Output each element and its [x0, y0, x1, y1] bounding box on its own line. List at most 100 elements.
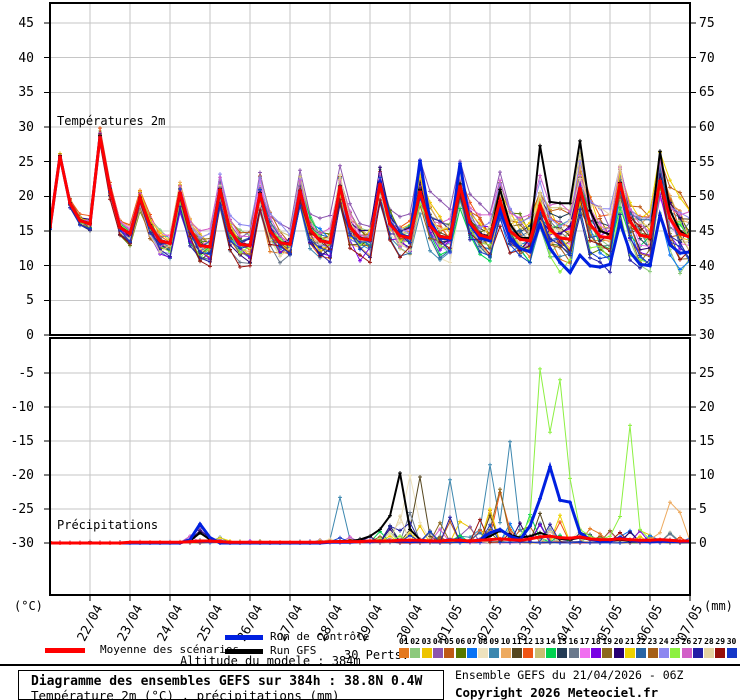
- pert-04-swatch: [432, 648, 443, 658]
- temp-left-tick-label: 25: [18, 154, 34, 170]
- pert-07-swatch: [466, 648, 477, 658]
- pert-04-number: 04: [432, 637, 443, 646]
- pert-23-number: 23: [647, 637, 658, 646]
- pert-21-swatch: [625, 648, 635, 658]
- pert-15-number: 15: [557, 637, 567, 646]
- mean-legend-label: Moyenne des scénarios: [100, 643, 240, 656]
- temp-left-tick-label: 15: [18, 224, 34, 239]
- mean-temp-line-markers: [50, 134, 690, 249]
- pert-29-swatch: [715, 648, 726, 658]
- pert-16-swatch: [568, 648, 579, 658]
- pert-21-number: 21: [625, 637, 635, 646]
- left-axis-unit-label: (°C): [14, 599, 43, 613]
- pert-12-number: 12: [523, 637, 533, 646]
- temp-right-tick-label: 75: [699, 16, 715, 31]
- pert-23-swatch: [647, 648, 658, 658]
- footer-divider: [0, 664, 740, 666]
- pert-25-swatch: [670, 648, 681, 658]
- precip-left-tick-label: -30: [10, 536, 34, 551]
- pert-17-swatch: [579, 648, 590, 658]
- pert-17-number: 17: [579, 637, 590, 646]
- precip-left-tick-label: -20: [10, 468, 34, 483]
- precip-left-tick-label: -15: [10, 434, 34, 449]
- pert-06-number: 06: [455, 637, 466, 646]
- precip-right-tick-label: 15: [699, 434, 715, 449]
- diagram-title: Diagramme des ensembles GEFS sur 384h : …: [31, 674, 423, 689]
- temp-left-tick-label: 45: [18, 16, 34, 31]
- precip-right-tick-label: 10: [699, 468, 715, 483]
- diagram-subtitle: Température 2m (°C) , précipitations (mm…: [31, 688, 340, 700]
- control-swatch: [225, 635, 263, 640]
- precipitation-panel-label: Précipitations: [57, 518, 159, 532]
- pert-30-number: 30: [726, 637, 737, 646]
- right-axis-unit-label: (mm): [704, 599, 733, 613]
- pert-22-number: 22: [636, 637, 646, 646]
- pert-03-swatch: [421, 648, 432, 658]
- pert-15-swatch: [557, 648, 568, 658]
- pert-16-number: 16: [568, 637, 579, 646]
- control-legend-label: Run de contrôle: [270, 630, 370, 643]
- pert-26-number: 26: [681, 637, 692, 646]
- pert-28-swatch: [704, 648, 715, 658]
- temp-left-tick-label: 0: [26, 328, 34, 343]
- precip-right-tick-label: 25: [699, 366, 715, 381]
- temp-right-tick-label: 60: [699, 120, 715, 135]
- precip-right-tick-label: 20: [699, 400, 715, 415]
- copyright: Copyright 2026 Meteociel.fr: [455, 685, 659, 700]
- pert-18-number: 18: [591, 637, 601, 646]
- pert-09-number: 09: [489, 637, 500, 646]
- pert-01-number: 01: [399, 637, 409, 646]
- temp-right-tick-label: 45: [699, 224, 715, 239]
- temp-right-tick-label: 50: [699, 189, 715, 205]
- pert-01-swatch: [399, 648, 409, 658]
- pert-19-swatch: [602, 648, 613, 658]
- run-info: Ensemble GEFS du 21/04/2026 - 06Z: [455, 668, 684, 682]
- pert-13-number: 13: [534, 637, 545, 646]
- axis-ticks: [44, 22, 696, 601]
- gfs-legend-label: Run GFS: [270, 644, 317, 657]
- pert-02-number: 02: [410, 637, 420, 646]
- pert-22-swatch: [636, 648, 647, 658]
- pert-30-swatch: [726, 648, 737, 658]
- temp-left-tick-label: 5: [26, 293, 34, 309]
- pert-27-number: 27: [692, 637, 703, 646]
- pert-20-swatch: [613, 648, 624, 658]
- temp-left-tick-label: 30: [18, 120, 34, 135]
- temp-left-tick-label: 40: [18, 50, 34, 66]
- precip-left-tick-label: -25: [10, 502, 34, 517]
- pert-28-number: 28: [704, 637, 714, 646]
- mean-swatch: [45, 648, 85, 653]
- pert-05-swatch: [444, 648, 455, 658]
- footer-box: Diagramme des ensembles GEFS sur 384h : …: [18, 670, 444, 700]
- temp-right-tick-label: 40: [699, 258, 715, 274]
- precip-left-tick-label: -10: [10, 400, 34, 415]
- pert-24-number: 24: [658, 637, 669, 646]
- pert-09-swatch: [489, 648, 500, 658]
- pert-12-swatch: [523, 648, 534, 658]
- pert-08-number: 08: [478, 637, 488, 646]
- gridlines: [50, 3, 691, 595]
- pert-27-swatch: [692, 648, 703, 658]
- perts-legend-label: 30 Perts.: [344, 648, 410, 662]
- pert-29-number: 29: [715, 637, 726, 646]
- pert-06-swatch: [455, 648, 466, 658]
- pert-26-swatch: [681, 648, 692, 658]
- precip-left-tick-label: -5: [18, 366, 34, 381]
- pert-24-swatch: [658, 648, 669, 658]
- pert-07-number: 07: [466, 637, 477, 646]
- pert-20-number: 20: [613, 637, 624, 646]
- pert-10-swatch: [500, 648, 511, 658]
- precip-right-tick-label: 0: [699, 536, 707, 551]
- pert-19-number: 19: [602, 637, 613, 646]
- temp-left-tick-label: 35: [18, 85, 34, 101]
- pert-10-number: 10: [500, 637, 511, 646]
- mean-precip-line-markers: [50, 534, 690, 545]
- pert-03-number: 03: [421, 637, 432, 646]
- temperature-panel-label: Températures 2m: [57, 114, 166, 128]
- pert-13-swatch: [534, 648, 545, 658]
- pert-14-number: 14: [545, 637, 556, 646]
- temp-right-tick-label: 35: [699, 293, 715, 309]
- pert-11-swatch: [512, 648, 522, 658]
- pert-05-number: 05: [444, 637, 454, 646]
